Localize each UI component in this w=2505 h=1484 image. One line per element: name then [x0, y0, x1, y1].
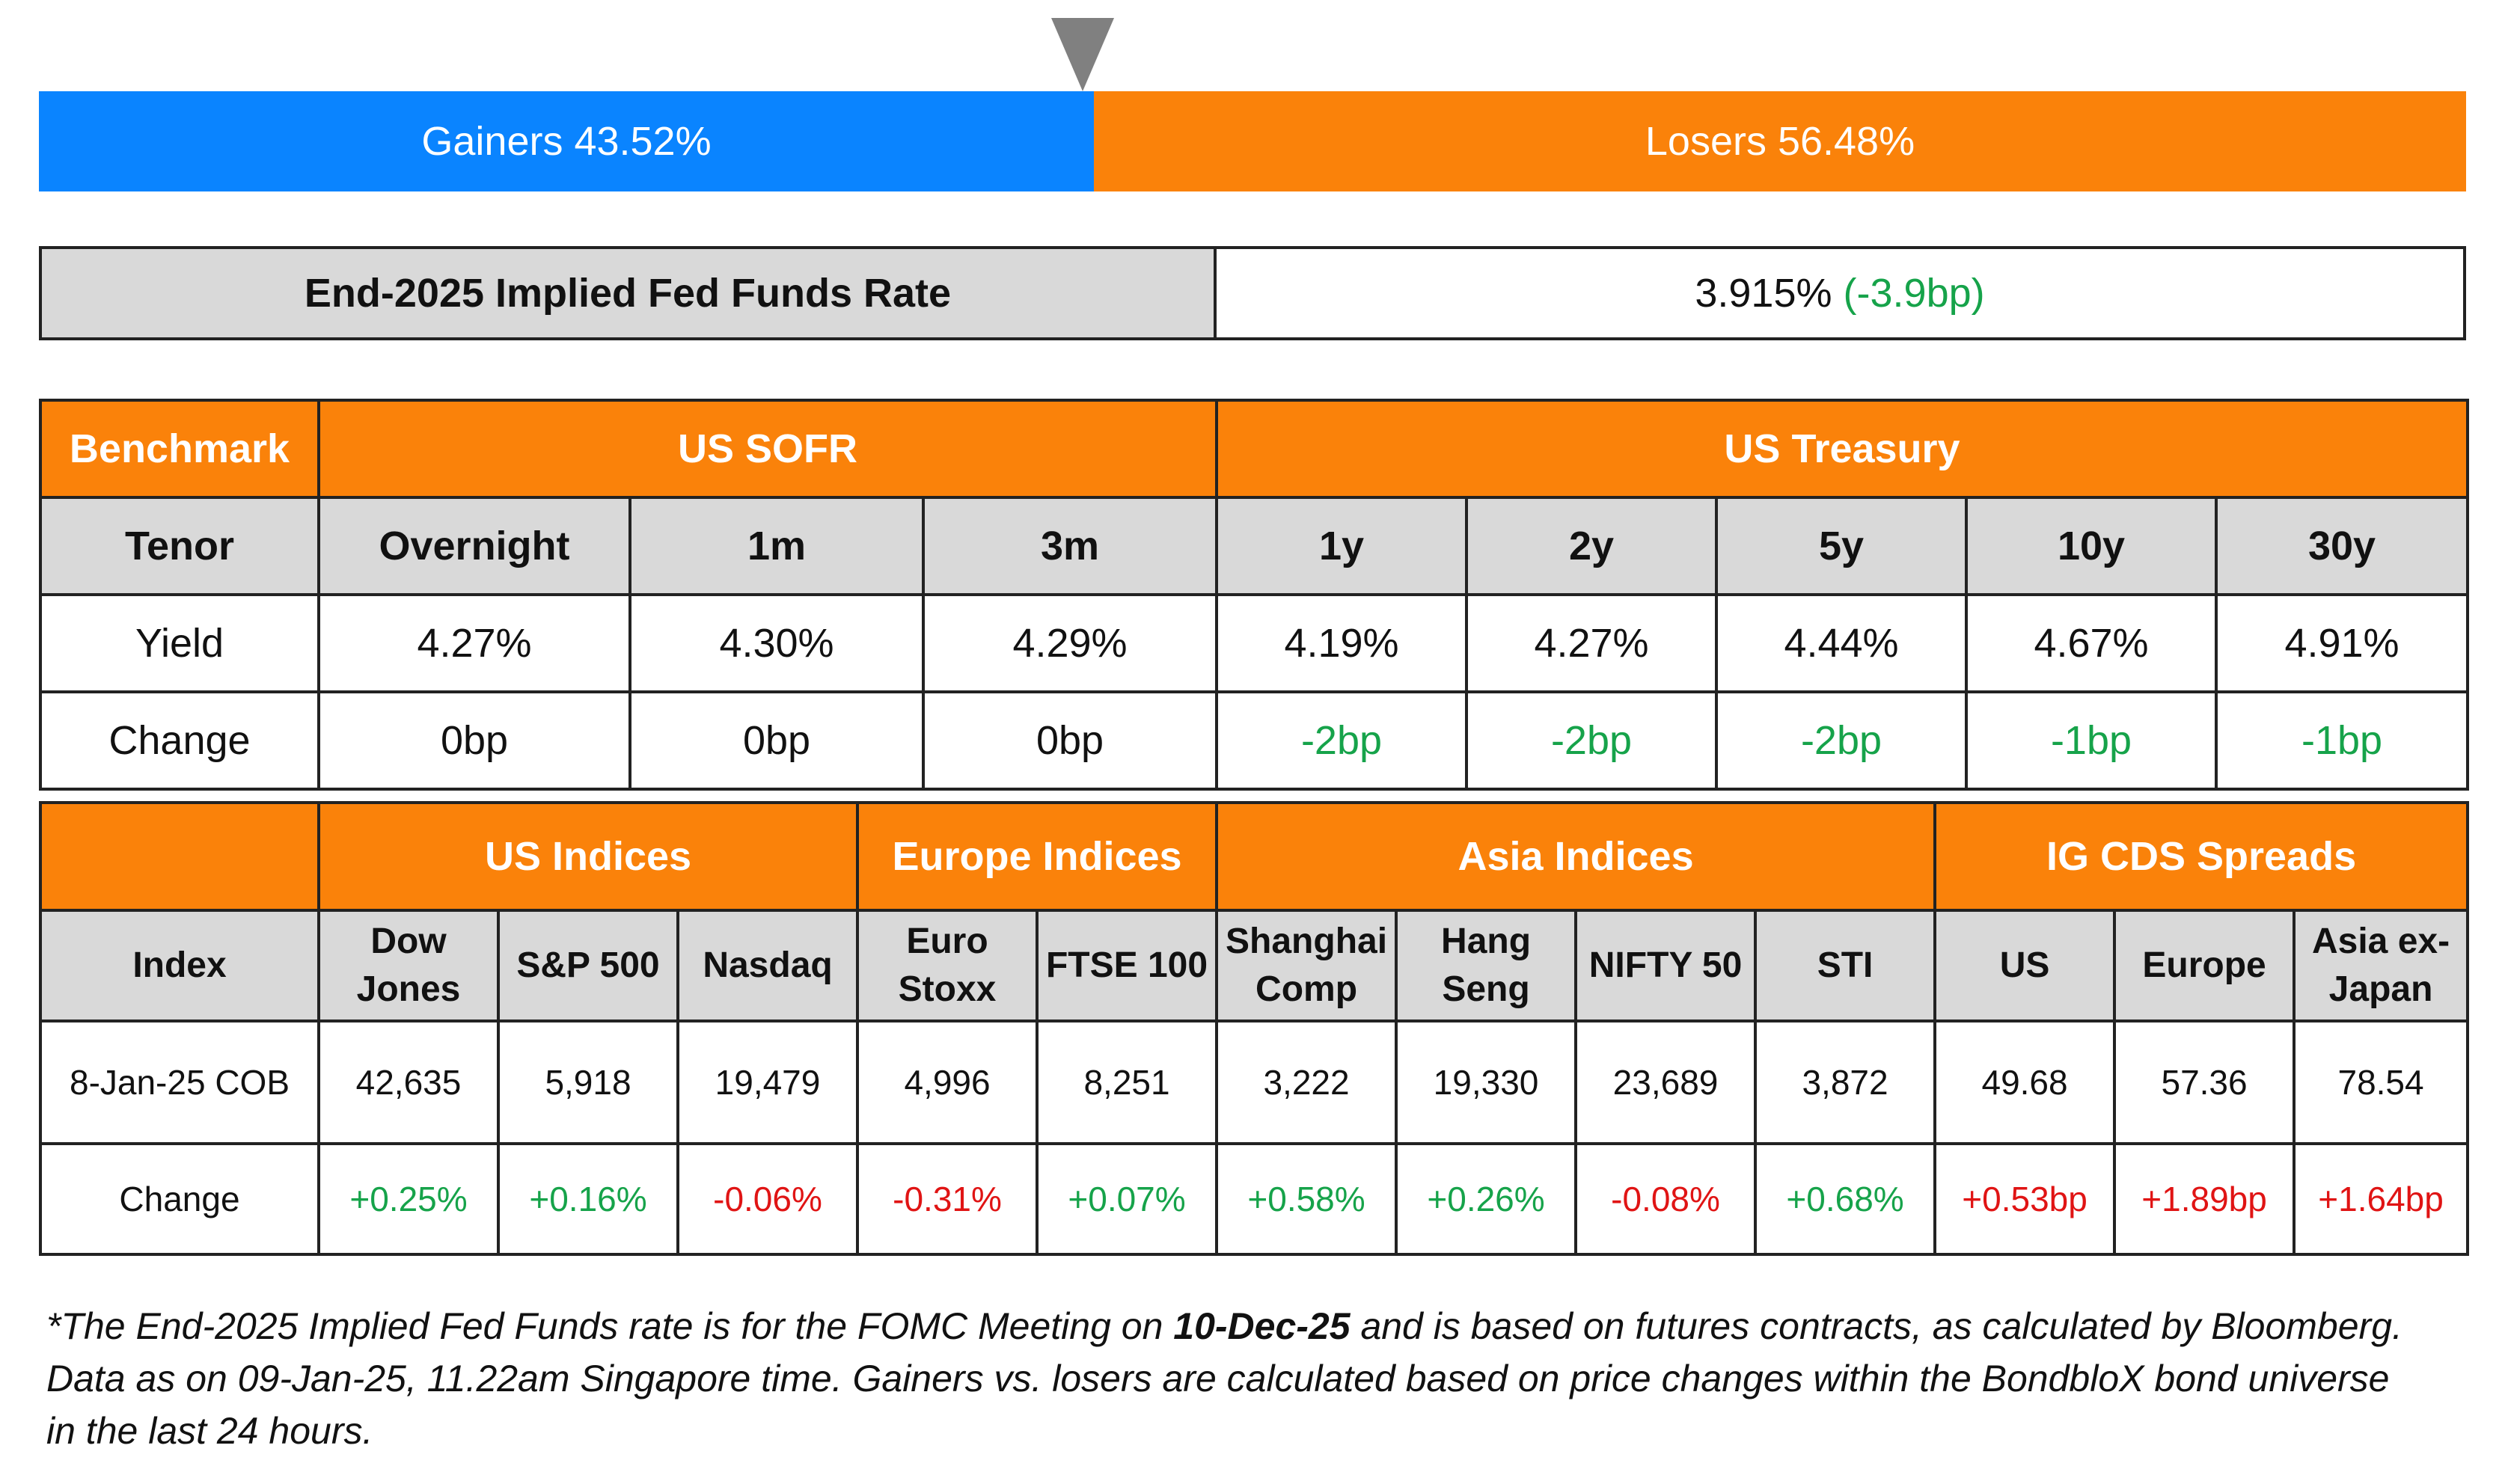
rate-change-label: Change [39, 690, 320, 791]
index-value: 3,872 [1754, 1020, 1937, 1145]
treasury-header: US Treasury [1214, 399, 2470, 499]
index-name: FTSE 100 [1036, 909, 1219, 1022]
index-change: +0.53bp [1933, 1142, 2117, 1256]
index-name: Europe [2113, 909, 2296, 1022]
index-change: +0.26% [1395, 1142, 1578, 1256]
tenor-cell: Overnight [317, 496, 631, 596]
index-value: 4,996 [856, 1020, 1039, 1145]
yield-label: Yield [39, 593, 320, 693]
indices-corner [39, 801, 320, 912]
index-value: 78.54 [2293, 1020, 2470, 1145]
yield-cell: 4.44% [1715, 593, 1968, 693]
benchmark-header: Benchmark [39, 399, 320, 499]
index-value: 57.36 [2113, 1020, 2296, 1145]
tenor-cell: 30y [2214, 496, 2470, 596]
index-name: US [1933, 909, 2117, 1022]
index-name: Euro Stoxx [856, 909, 1039, 1022]
rate-change-cell: 0bp [628, 690, 925, 791]
yield-cell: 4.29% [922, 593, 1218, 693]
index-name: Dow Jones [317, 909, 500, 1022]
index-value: 42,635 [317, 1020, 500, 1145]
tenor-cell: 3m [922, 496, 1218, 596]
gainers-losers-bar: Gainers 43.52% Losers 56.48% [39, 91, 2466, 191]
index-value: 23,689 [1574, 1020, 1758, 1145]
group-header-asia: Asia Indices [1215, 801, 1937, 912]
index-change: -0.06% [676, 1142, 860, 1256]
index-name: Nasdaq [676, 909, 860, 1022]
fed-funds-label: End-2025 Implied Fed Funds Rate [42, 249, 1217, 337]
index-name: STI [1754, 909, 1937, 1022]
losers-segment: Losers 56.48% [1094, 91, 2466, 191]
index-value: 19,330 [1395, 1020, 1578, 1145]
yield-cell: 4.27% [1465, 593, 1718, 693]
gainers-label: Gainers 43.52% [421, 119, 712, 164]
rate-change-cell: 0bp [922, 690, 1218, 791]
index-change: -0.31% [856, 1142, 1039, 1256]
yield-cell: 4.27% [317, 593, 631, 693]
index-change: -0.08% [1574, 1142, 1758, 1256]
index-change: +1.64bp [2293, 1142, 2470, 1256]
footnote: *The End-2025 Implied Fed Funds rate is … [46, 1305, 2402, 1452]
tenor-cell: 1y [1215, 496, 1468, 596]
index-change: +0.58% [1215, 1142, 1398, 1256]
fed-funds-value: 3.915% [1695, 271, 1832, 316]
index-value: 3,222 [1215, 1020, 1398, 1145]
index-value: 5,918 [497, 1020, 679, 1145]
yield-cell: 4.91% [2214, 593, 2470, 693]
implied-fed-funds-box: End-2025 Implied Fed Funds Rate 3.915% (… [39, 246, 2466, 340]
index-change: +0.07% [1036, 1142, 1219, 1256]
group-header-europe: Europe Indices [856, 801, 1219, 912]
split-marker-icon [1051, 18, 1114, 91]
sofr-header: US SOFR [317, 399, 1218, 499]
tenor-cell: 2y [1465, 496, 1718, 596]
tenor-cell: 1m [628, 496, 925, 596]
index-change-label: Change [39, 1142, 320, 1256]
rate-change-cell: -2bp [1215, 690, 1468, 791]
index-value: 8,251 [1036, 1020, 1219, 1145]
index-label: Index [39, 909, 320, 1022]
date-label: 8-Jan-25 COB [39, 1020, 320, 1145]
group-header-us: US Indices [316, 801, 860, 912]
tenor-cell: 5y [1715, 496, 1968, 596]
rate-change-cell: -2bp [1715, 690, 1968, 791]
yield-cell: 4.30% [628, 593, 925, 693]
tenor-label: Tenor [39, 496, 320, 596]
fed-funds-change: (-3.9bp) [1843, 271, 1985, 316]
index-name: Hang Seng [1395, 909, 1578, 1022]
fomc-date: 10-Dec-25 [1173, 1305, 1351, 1347]
rate-change-cell: -1bp [2214, 690, 2470, 791]
rates-table: Benchmark US SOFR US Treasury Tenor Over… [39, 399, 2470, 791]
yield-cell: 4.67% [1965, 593, 2218, 693]
fed-funds-value-cell: 3.915% (-3.9bp) [1217, 249, 2463, 337]
indices-table: US Indices Europe Indices Asia Indices I… [39, 801, 2470, 1256]
index-change: +0.25% [317, 1142, 500, 1256]
yield-cell: 4.19% [1215, 593, 1468, 693]
index-change: +1.89bp [2113, 1142, 2296, 1256]
group-header-cds: IG CDS Spreads [1933, 801, 2470, 912]
index-value: 49.68 [1933, 1020, 2117, 1145]
index-change: +0.68% [1754, 1142, 1937, 1256]
index-value: 19,479 [676, 1020, 860, 1145]
index-name: Shanghai Comp [1215, 909, 1398, 1022]
index-change: +0.16% [497, 1142, 679, 1256]
gainers-segment: Gainers 43.52% [39, 91, 1094, 191]
index-name: NIFTY 50 [1574, 909, 1758, 1022]
rate-change-cell: 0bp [317, 690, 631, 791]
tenor-cell: 10y [1965, 496, 2218, 596]
losers-label: Losers 56.48% [1645, 119, 1915, 164]
index-name: S&P 500 [497, 909, 679, 1022]
index-name: Asia ex- Japan [2293, 909, 2470, 1022]
rate-change-cell: -2bp [1465, 690, 1718, 791]
rate-change-cell: -1bp [1965, 690, 2218, 791]
